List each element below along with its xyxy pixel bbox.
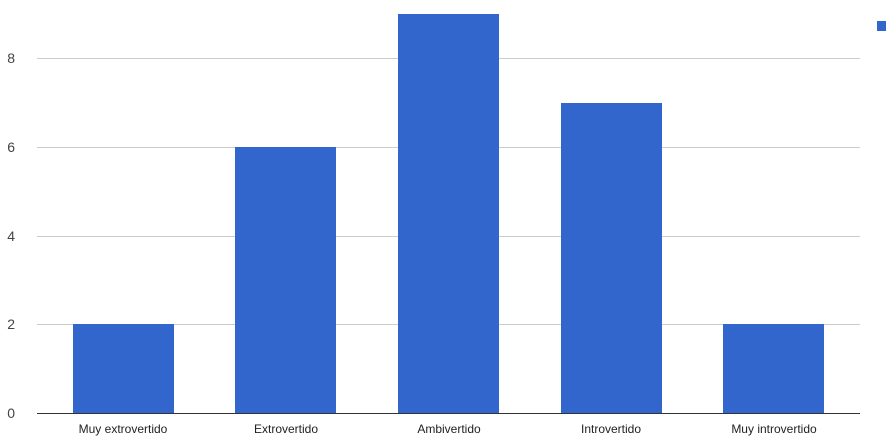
y-tick-label: 0	[7, 405, 15, 421]
bar	[73, 324, 174, 413]
y-tick-label: 2	[7, 316, 15, 332]
bar	[561, 103, 662, 413]
y-tick-label: 6	[7, 139, 15, 155]
legend-swatch	[877, 21, 886, 31]
x-tick-label: Introvertido	[581, 422, 641, 436]
bars	[73, 14, 824, 413]
x-axis-ticks: Muy extrovertido Extrovertido Ambivertido I…	[79, 422, 817, 436]
y-tick-label: 8	[7, 50, 15, 66]
bar	[398, 14, 499, 413]
x-tick-label: Ambivertido	[417, 422, 481, 436]
y-axis-ticks: 0 2 4 6 8	[7, 50, 15, 421]
bar	[235, 147, 336, 413]
x-tick-label: Extrovertido	[254, 422, 318, 436]
y-tick-label: 4	[7, 228, 15, 244]
x-tick-label: Muy introvertido	[731, 422, 817, 436]
x-tick-label: Muy extrovertido	[79, 422, 168, 436]
bar	[723, 324, 824, 413]
